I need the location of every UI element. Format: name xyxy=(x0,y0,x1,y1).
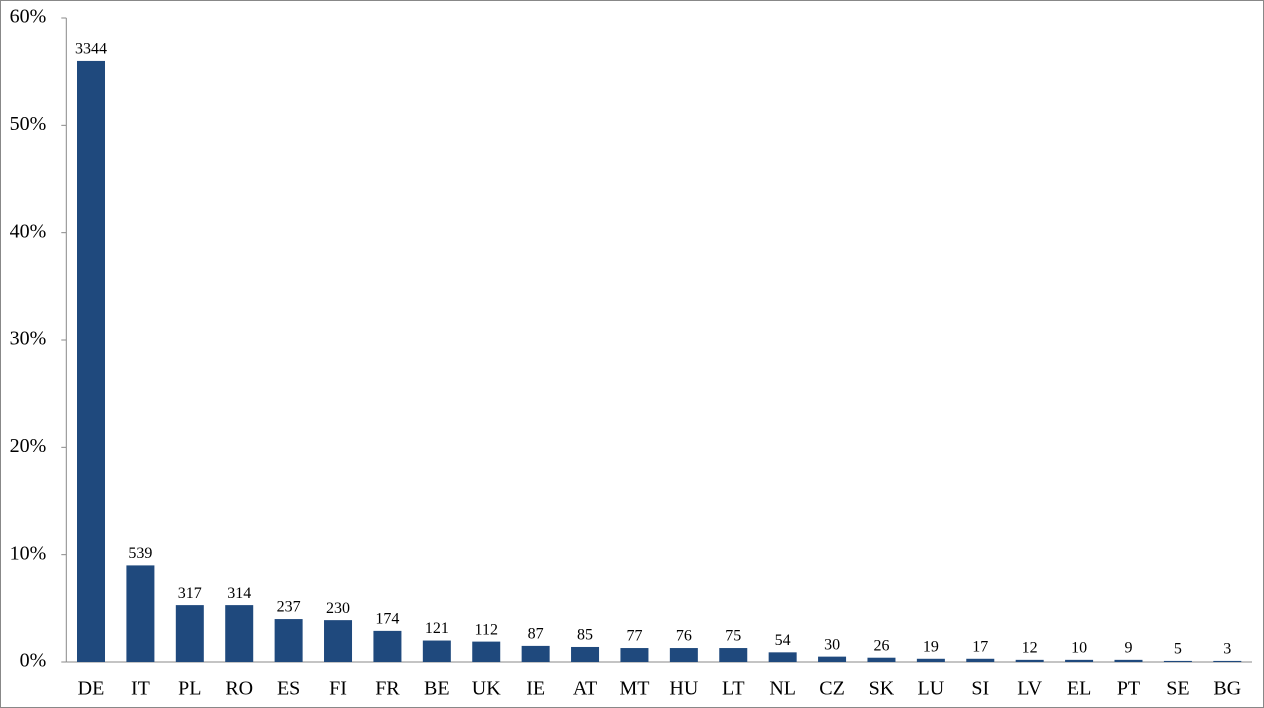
data-label: 9 xyxy=(1124,640,1132,657)
y-tick-label: 10% xyxy=(10,542,47,564)
bar xyxy=(422,640,451,662)
x-tick-label: IE xyxy=(526,678,545,700)
data-label: 30 xyxy=(824,636,840,653)
bar xyxy=(719,648,748,662)
data-label: 237 xyxy=(277,599,301,616)
bar xyxy=(571,646,600,662)
data-label: 539 xyxy=(128,545,152,562)
x-tick-label: SK xyxy=(869,678,895,700)
bar xyxy=(175,605,204,662)
bar xyxy=(472,641,501,662)
x-tick-label: PT xyxy=(1117,678,1140,700)
x-tick-label: SI xyxy=(971,678,989,700)
data-label: 121 xyxy=(425,620,449,637)
data-label: 317 xyxy=(178,585,202,602)
data-label: 54 xyxy=(775,632,791,649)
bar xyxy=(274,619,303,662)
data-label: 26 xyxy=(873,637,889,654)
bar xyxy=(225,605,254,662)
bar xyxy=(77,60,106,662)
x-tick-label: BG xyxy=(1213,678,1241,700)
x-tick-label: MT xyxy=(619,678,649,700)
data-label: 76 xyxy=(676,628,692,645)
y-tick-label: 50% xyxy=(10,113,47,135)
x-tick-label: FR xyxy=(375,678,400,700)
bar xyxy=(1015,659,1044,662)
data-label: 75 xyxy=(725,628,741,645)
x-tick-label: IT xyxy=(131,678,150,700)
data-label: 3 xyxy=(1223,641,1231,658)
x-tick-label: ES xyxy=(277,678,300,700)
bar xyxy=(818,656,847,662)
bar xyxy=(966,658,995,662)
x-tick-label: UK xyxy=(472,678,501,700)
x-tick-label: LU xyxy=(918,678,945,700)
bar xyxy=(126,565,155,662)
y-tick-label: 60% xyxy=(10,6,47,28)
bar xyxy=(1213,660,1242,662)
data-label: 5 xyxy=(1174,641,1182,658)
data-label: 87 xyxy=(528,626,544,643)
data-label: 12 xyxy=(1022,640,1038,657)
x-tick-label: BE xyxy=(424,678,450,700)
x-tick-label: FI xyxy=(329,678,347,700)
bar xyxy=(1065,659,1094,662)
bar xyxy=(620,648,649,662)
bar xyxy=(1114,659,1143,662)
data-label: 174 xyxy=(375,611,399,628)
data-label: 314 xyxy=(227,585,251,602)
data-label: 19 xyxy=(923,638,939,655)
bar xyxy=(867,657,896,662)
data-label: 77 xyxy=(626,628,642,645)
x-tick-label: SE xyxy=(1166,678,1189,700)
data-label: 17 xyxy=(972,638,988,655)
x-tick-label: PL xyxy=(178,678,201,700)
bar xyxy=(916,658,945,662)
x-tick-label: RO xyxy=(225,678,253,700)
x-tick-label: LT xyxy=(722,678,745,700)
x-tick-label: AT xyxy=(573,678,597,700)
data-label: 112 xyxy=(475,621,498,638)
data-label: 230 xyxy=(326,600,350,617)
bar xyxy=(768,652,797,662)
y-tick-label: 20% xyxy=(10,435,47,457)
y-tick-label: 40% xyxy=(10,220,47,242)
y-tick-label: 0% xyxy=(20,650,47,672)
data-label: 10 xyxy=(1071,640,1087,657)
bar xyxy=(324,620,353,662)
x-tick-label: NL xyxy=(769,678,796,700)
x-tick-label: HU xyxy=(669,678,698,700)
bar xyxy=(1163,660,1192,662)
bar xyxy=(373,630,402,662)
x-tick-label: CZ xyxy=(819,678,845,700)
x-tick-label: EL xyxy=(1067,678,1091,700)
data-label: 3344 xyxy=(75,41,107,58)
x-tick-label: LV xyxy=(1017,678,1042,700)
bar xyxy=(669,648,698,662)
data-label: 85 xyxy=(577,627,593,644)
bar xyxy=(521,645,550,662)
x-tick-label: DE xyxy=(78,678,105,700)
y-tick-label: 30% xyxy=(10,328,47,350)
